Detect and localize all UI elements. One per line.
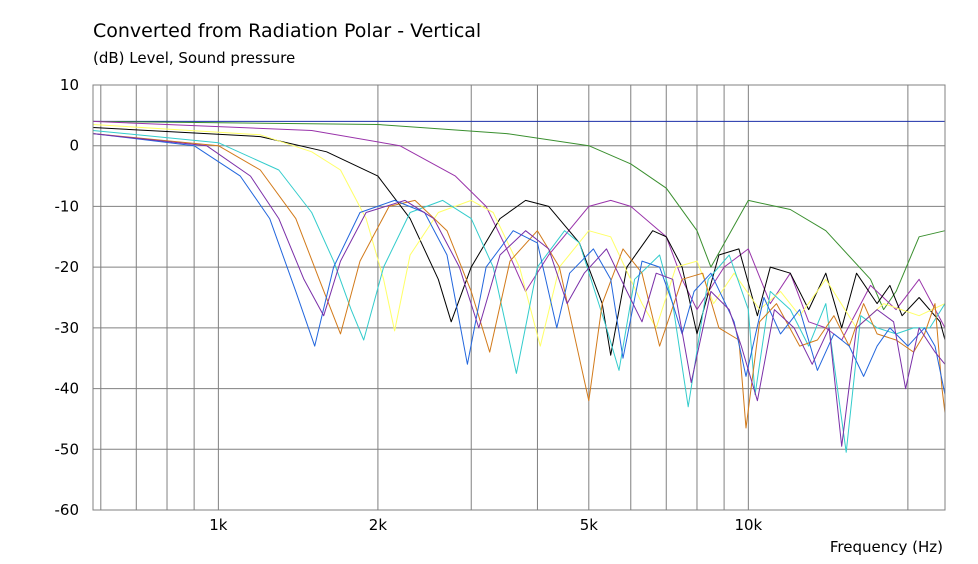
series-line-8 [92,133,946,395]
series-line-9 [92,133,946,447]
y-tick-label: -50 [55,440,80,458]
series-layer [92,120,946,453]
chart-subtitle: (dB) Level, Sound pressure [93,49,296,67]
y-tick-label: -40 [55,380,80,398]
x-tick-label: 2k [369,516,388,534]
chart-title: Converted from Radiation Polar - Vertica… [93,20,482,42]
series-line-4 [92,127,946,356]
x-tick-labels: 1k 2k 5k 10k [209,516,762,534]
series-line-2 [92,120,946,311]
series-line-6 [92,130,946,453]
y-tick-label: 0 [69,137,79,155]
plot-background [93,85,945,510]
y-tick-labels: 10 0 -10 -20 -30 -40 -50 -60 [55,76,80,519]
x-tick-label: 5k [580,516,599,534]
series-line-7 [92,133,946,429]
y-tick-label: 10 [60,76,79,94]
y-tick-label: -20 [55,258,80,276]
y-tick-label: -30 [55,319,80,337]
y-tick-label: -10 [55,197,80,215]
x-tick-label: 10k [734,516,762,534]
x-tick-label: 1k [209,516,228,534]
plot-frame [92,84,946,511]
x-axis-label: Frequency (Hz) [830,538,943,556]
y-tick-label: -60 [55,501,80,519]
series-line-5 [92,124,946,347]
